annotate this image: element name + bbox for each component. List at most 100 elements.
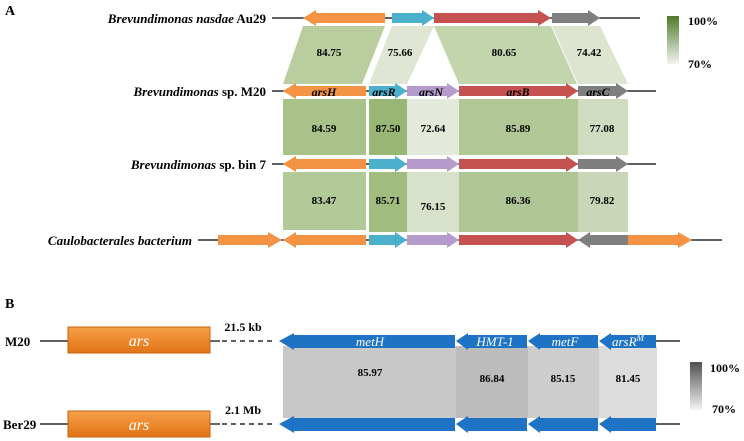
arsR-arrow [392, 10, 434, 26]
panel-a-label: A [5, 4, 16, 19]
gene-label-arsC: arsC [586, 85, 610, 99]
identity-value: 80.65 [492, 47, 517, 59]
legend-gradient-gray [690, 362, 702, 410]
band-metH [283, 346, 456, 418]
identity-value: 83.47 [312, 195, 337, 207]
arsH-arrow [283, 83, 366, 99]
metF-arrow [528, 416, 598, 433]
legend-min-b: 70% [712, 402, 736, 416]
row4-genes [218, 232, 692, 248]
identity-row-b: 85.97 86.84 85.15 81.45 [358, 367, 641, 385]
identity-row3: 83.47 85.71 76.15 86.36 79.82 [312, 195, 615, 213]
gene-label-arsH: arsH [312, 85, 337, 99]
band-arsR-3 [369, 172, 407, 232]
gap-label-m20: 21.5 kb [224, 320, 262, 334]
arsC-arrow [552, 10, 600, 26]
arsH-arrow [283, 232, 366, 248]
row-label-caulobacterales: Caulobacterales bacterium [48, 233, 192, 248]
legend-min-a: 70% [688, 57, 712, 71]
row-labels-a: Brevundimonas nasdae Au29 Brevundimonas … [48, 11, 267, 248]
backbones-b [40, 340, 680, 425]
gene-label-arsRM: arsRM [612, 333, 645, 349]
band-arsH-2 [283, 99, 366, 155]
m20-b-genes [279, 333, 656, 350]
ber29-b-genes [279, 416, 656, 433]
arsC-arrow [578, 232, 628, 248]
row-label-m20-b: M20 [5, 334, 30, 349]
identity-value: 84.59 [312, 123, 337, 135]
band-arsB-3 [459, 172, 578, 232]
band-arsB-2 [459, 99, 578, 155]
legend-gradient-green [667, 16, 679, 64]
identity-value: 87.50 [376, 123, 401, 135]
identity-value: 75.66 [388, 47, 413, 59]
arsH-arrow [303, 10, 385, 26]
metH-arrow [279, 416, 455, 433]
m20-b-gene-labels: metH HMT-1 metF arsRM [356, 333, 645, 349]
identity-value: 86.36 [506, 195, 531, 207]
band-arsR-1 [369, 26, 434, 84]
band-arsN-2 [407, 99, 459, 155]
identity-value: 85.15 [551, 373, 576, 385]
row2-gene-labels: arsH arsR arsN arsB arsC [312, 85, 611, 99]
arsRM-arrow [599, 416, 656, 433]
arsC-arrow [578, 156, 628, 172]
band-arsH-1 [283, 26, 385, 84]
legend-max-b: 100% [710, 361, 740, 375]
identity-value: 85.89 [506, 123, 531, 135]
band-metF [528, 346, 599, 418]
gene-label-arsN: arsN [419, 85, 444, 99]
gene-label-arsB: arsB [506, 85, 529, 99]
band-arsB-1 [434, 26, 577, 84]
row3-genes [283, 156, 628, 172]
identity-value: 85.71 [376, 195, 401, 207]
legend-max-a: 100% [688, 14, 718, 28]
identity-value: 81.45 [616, 373, 641, 385]
ars-label-ber29: ars [129, 417, 149, 434]
band-arsC-1 [552, 26, 628, 84]
arsC-arrow [578, 83, 628, 99]
identity-value: 86.84 [480, 373, 505, 385]
row-label-bin7: Brevundimonas sp. bin 7 [130, 157, 267, 172]
arsRM-arrow [599, 333, 656, 350]
metF-arrow [528, 333, 598, 350]
arsN-arrow [407, 83, 459, 99]
synteny-bands-b [283, 346, 657, 418]
metH-arrow [279, 333, 455, 350]
band-arsC-2 [578, 99, 628, 155]
band-HMT-1 [456, 346, 528, 418]
HMT-1-arrow [456, 416, 527, 433]
ars-box-m20 [67, 326, 211, 354]
ars-box-ber29 [67, 410, 211, 438]
HMT-1-arrow [456, 333, 527, 350]
band-arsC-3 [578, 172, 628, 232]
arsB-arrow [459, 83, 578, 99]
identity-row2: 84.59 87.50 72.64 85.89 77.08 [312, 123, 615, 135]
extra-gene-arrow [218, 232, 282, 248]
arsR-arrow [369, 83, 407, 99]
identity-value: 79.82 [590, 195, 615, 207]
band-arsRM [599, 346, 657, 418]
arsN-arrow [407, 232, 459, 248]
arsR-arrow [369, 232, 407, 248]
gap-label-ber29: 2.1 Mb [225, 403, 261, 417]
arsR-arrow [369, 156, 407, 172]
gene-label-arsR: arsR [372, 85, 395, 99]
gene-label-metH: metH [356, 334, 385, 349]
ars-label-m20: ars [129, 333, 149, 350]
arsB-arrow [459, 156, 578, 172]
identity-value: 72.64 [421, 123, 446, 135]
identity-value: 76.15 [421, 201, 446, 213]
identity-value: 74.42 [577, 47, 602, 59]
row1-genes [303, 10, 600, 26]
arsH-arrow [283, 156, 366, 172]
gene-label-HMT-1: HMT-1 [475, 334, 513, 349]
row2-genes [283, 83, 628, 99]
identity-row1: 84.75 75.66 80.65 74.42 [317, 47, 602, 59]
row-label-m20: Brevundimonas sp. M20 [132, 84, 266, 99]
arsN-arrow [407, 156, 459, 172]
arsB-arrow [434, 10, 551, 26]
band-arsN-3 [407, 172, 459, 232]
row-label-ber29: Ber29 [3, 417, 37, 432]
